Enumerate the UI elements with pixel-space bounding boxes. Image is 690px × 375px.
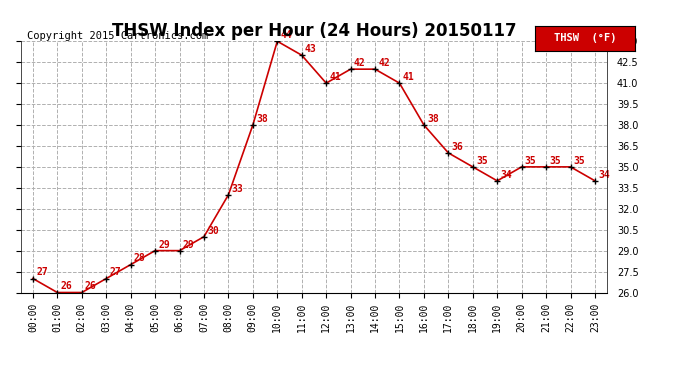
Text: 43: 43 xyxy=(305,44,317,54)
Point xyxy=(443,150,454,156)
Text: 27: 27 xyxy=(36,267,48,278)
Text: 28: 28 xyxy=(134,254,146,264)
Point xyxy=(418,122,429,128)
Text: 27: 27 xyxy=(110,267,121,278)
Point xyxy=(174,248,185,254)
Text: 30: 30 xyxy=(207,225,219,236)
Point xyxy=(199,234,210,240)
Point xyxy=(589,178,600,184)
Text: 26: 26 xyxy=(85,281,97,291)
Text: 35: 35 xyxy=(525,156,537,166)
Point xyxy=(272,38,283,44)
Point xyxy=(52,290,63,296)
Point xyxy=(321,80,332,86)
Point xyxy=(223,192,234,198)
Text: 29: 29 xyxy=(158,240,170,249)
Text: 42: 42 xyxy=(354,58,366,68)
Text: 42: 42 xyxy=(378,58,390,68)
Text: 41: 41 xyxy=(329,72,341,82)
Text: 34: 34 xyxy=(598,170,610,180)
Text: 34: 34 xyxy=(500,170,512,180)
Text: 26: 26 xyxy=(61,281,72,291)
Point xyxy=(28,276,39,282)
Point xyxy=(540,164,551,170)
Text: 41: 41 xyxy=(403,72,415,82)
Point xyxy=(370,66,381,72)
Point xyxy=(101,276,112,282)
Point xyxy=(516,164,527,170)
Text: Copyright 2015 Cartronics.com: Copyright 2015 Cartronics.com xyxy=(26,31,208,41)
Text: 38: 38 xyxy=(256,114,268,124)
Point xyxy=(492,178,503,184)
Text: 44: 44 xyxy=(280,30,293,40)
Title: THSW Index per Hour (24 Hours) 20150117: THSW Index per Hour (24 Hours) 20150117 xyxy=(112,22,516,40)
Text: 29: 29 xyxy=(183,240,195,249)
Text: 33: 33 xyxy=(232,184,244,194)
Text: 35: 35 xyxy=(549,156,561,166)
Text: 35: 35 xyxy=(573,156,586,166)
Point xyxy=(296,52,307,58)
Point xyxy=(77,290,88,296)
Point xyxy=(247,122,258,128)
Text: 38: 38 xyxy=(427,114,439,124)
Point xyxy=(125,262,136,268)
Point xyxy=(150,248,161,254)
Text: 35: 35 xyxy=(476,156,488,166)
Text: 36: 36 xyxy=(451,142,463,152)
Point xyxy=(345,66,356,72)
Point xyxy=(565,164,576,170)
Point xyxy=(467,164,478,170)
Point xyxy=(394,80,405,86)
Text: THSW  (°F): THSW (°F) xyxy=(553,33,616,44)
